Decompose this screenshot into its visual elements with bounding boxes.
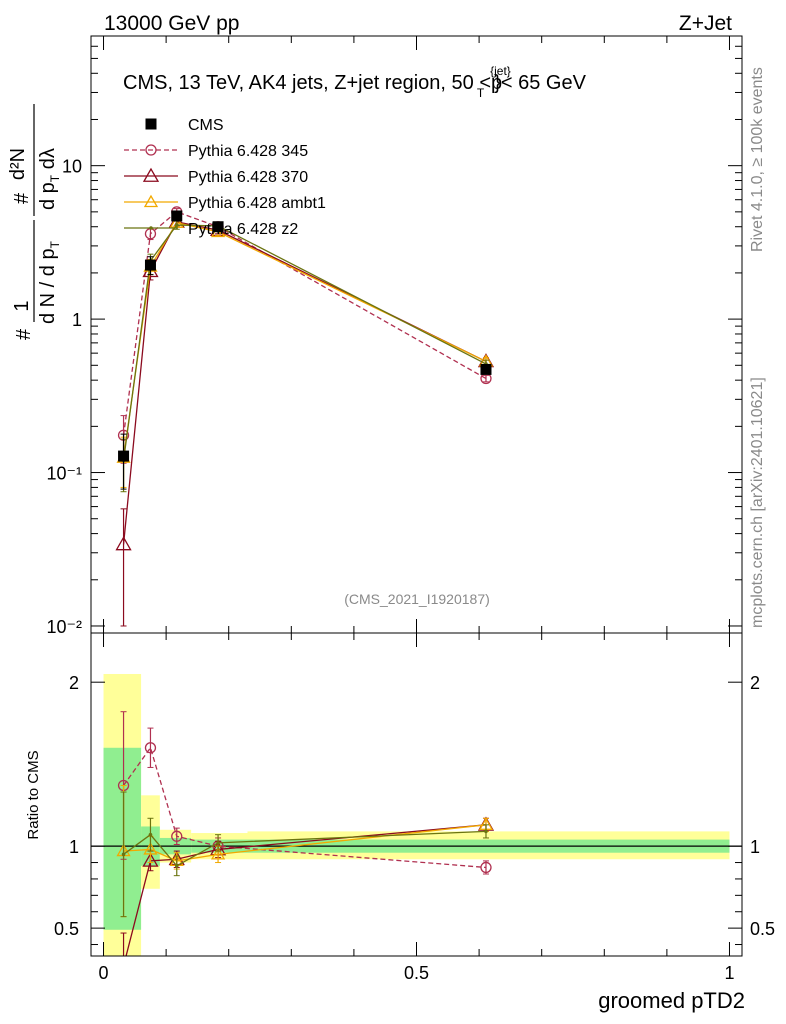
data-point xyxy=(171,210,183,222)
ratio-panel: 0.5 0.5 1 1 2 2 0 0.5 1 Ratio to CMS xyxy=(25,632,775,983)
legend-label: Pythia 6.428 ambt1 xyxy=(188,195,326,212)
y-tick-label: 2 xyxy=(69,673,79,693)
analysis-id: (CMS_2021_I1920187) xyxy=(344,591,490,607)
y-tick-label: 10⁻² xyxy=(46,617,82,637)
ylabel-num: d²N xyxy=(7,148,29,180)
series-cms xyxy=(118,210,492,490)
data-point xyxy=(174,223,179,227)
y-tick-label: 1 xyxy=(72,310,82,330)
uncertainty-bands xyxy=(103,673,730,956)
legend-marker xyxy=(145,118,157,130)
header-left: 13000 GeV pp xyxy=(104,12,239,35)
legend-marker xyxy=(142,167,160,182)
data-point xyxy=(216,841,220,845)
y-tick-label: 10 xyxy=(62,157,82,177)
data-point xyxy=(171,830,183,842)
series-pythia-6-428-z2 xyxy=(120,791,489,918)
ylabel-frac2-den: d pT dλ xyxy=(37,148,62,210)
y-tick-label: 1 xyxy=(69,837,79,857)
data-point xyxy=(212,221,224,233)
data-point xyxy=(210,847,226,860)
header-right: Z+Jet xyxy=(679,12,732,35)
data-point xyxy=(115,536,132,551)
ylabel-lead: 1 xyxy=(11,300,33,311)
data-point xyxy=(142,852,159,867)
y-tick-label-right: 1 xyxy=(750,837,760,857)
ylabel-frac2-num: # xyxy=(11,192,33,204)
series-line-pythia-6-428-ambt1 xyxy=(122,221,487,458)
legend-label: CMS xyxy=(188,117,224,134)
data-point xyxy=(174,864,179,868)
legend: CMS Pythia 6.428 345 Pythia 6.428 370 Pythi… xyxy=(124,117,326,238)
data-point xyxy=(117,959,131,971)
ratio-frame xyxy=(90,632,743,957)
y-tick-label: 10⁻¹ xyxy=(46,464,82,484)
y-tick-label-right: 2 xyxy=(750,673,760,693)
legend-entry-pythia-6-428-370: Pythia 6.428 370 xyxy=(124,167,308,186)
legend-label: Pythia 6.428 345 xyxy=(188,143,308,160)
side-label-bottom: mcplots.cern.ch [arXiv:2401.10621] xyxy=(749,377,766,628)
x-tick-label: 0 xyxy=(99,963,109,983)
ratio-ticks: 0.5 0.5 1 1 2 2 0 0.5 1 xyxy=(54,633,775,983)
legend-entry-pythia-6-428-345: Pythia 6.428 345 xyxy=(124,143,308,160)
ylabel-main: # 1 d N / d pT d²N # d pT dλ xyxy=(7,104,62,340)
data-point xyxy=(148,832,153,837)
main-panel: 10⁻² 10⁻¹ 1 10 CMS Pythia 6.428 345 Pythia 6.… xyxy=(7,35,743,637)
legend-marker xyxy=(143,194,159,208)
series-pythia-6-428-345 xyxy=(117,206,492,464)
ratio-plot-area xyxy=(91,673,742,971)
series-line-pythia-6-428-z2 xyxy=(122,224,487,461)
main-ticks: 10⁻² 10⁻¹ 1 10 xyxy=(46,35,742,637)
x-tick-label: 1 xyxy=(724,963,734,983)
data-point xyxy=(480,363,492,375)
x-tick-label: 0.5 xyxy=(404,963,429,983)
data-point xyxy=(121,852,126,857)
data-point xyxy=(118,450,130,462)
data-point xyxy=(484,829,488,834)
legend-entry-pythia-6-428-ambt1: Pythia 6.428 ambt1 xyxy=(124,194,326,212)
band-green xyxy=(103,747,142,930)
series-pythia-6-428-370 xyxy=(115,213,495,627)
series-line-pythia-6-428-345 xyxy=(122,211,487,436)
ylabel-den: d N / d pT xyxy=(37,240,62,324)
plot-title: CMS, 13 TeV, AK4 jets, Z+jet region, 50 … xyxy=(123,64,587,100)
xlabel: groomed pTD2 xyxy=(598,988,745,1013)
legend-entry-pythia-6-428-z2: Pythia 6.428 z2 xyxy=(124,221,298,238)
series-pythia-6-428-ambt1 xyxy=(116,215,494,488)
legend-marker xyxy=(145,144,157,156)
ylabel-prefix: # xyxy=(13,328,35,340)
legend-label: Pythia 6.428 z2 xyxy=(188,221,298,238)
data-point xyxy=(143,842,158,855)
side-label-top: Rivet 4.1.0, ≥ 100k events xyxy=(749,67,766,252)
y-tick-label-right: 0.5 xyxy=(750,919,775,939)
data-point xyxy=(144,742,157,754)
y-tick-label: 0.5 xyxy=(54,919,79,939)
legend-entry-cms: CMS xyxy=(145,117,224,134)
main-plot-area xyxy=(115,206,495,627)
data-point xyxy=(480,861,492,874)
series-pythia-6-428-z2 xyxy=(120,220,489,493)
legend-marker xyxy=(149,226,153,230)
data-point xyxy=(144,259,156,271)
legend-label: Pythia 6.428 370 xyxy=(188,169,308,186)
ylabel-ratio: Ratio to CMS xyxy=(25,750,42,839)
